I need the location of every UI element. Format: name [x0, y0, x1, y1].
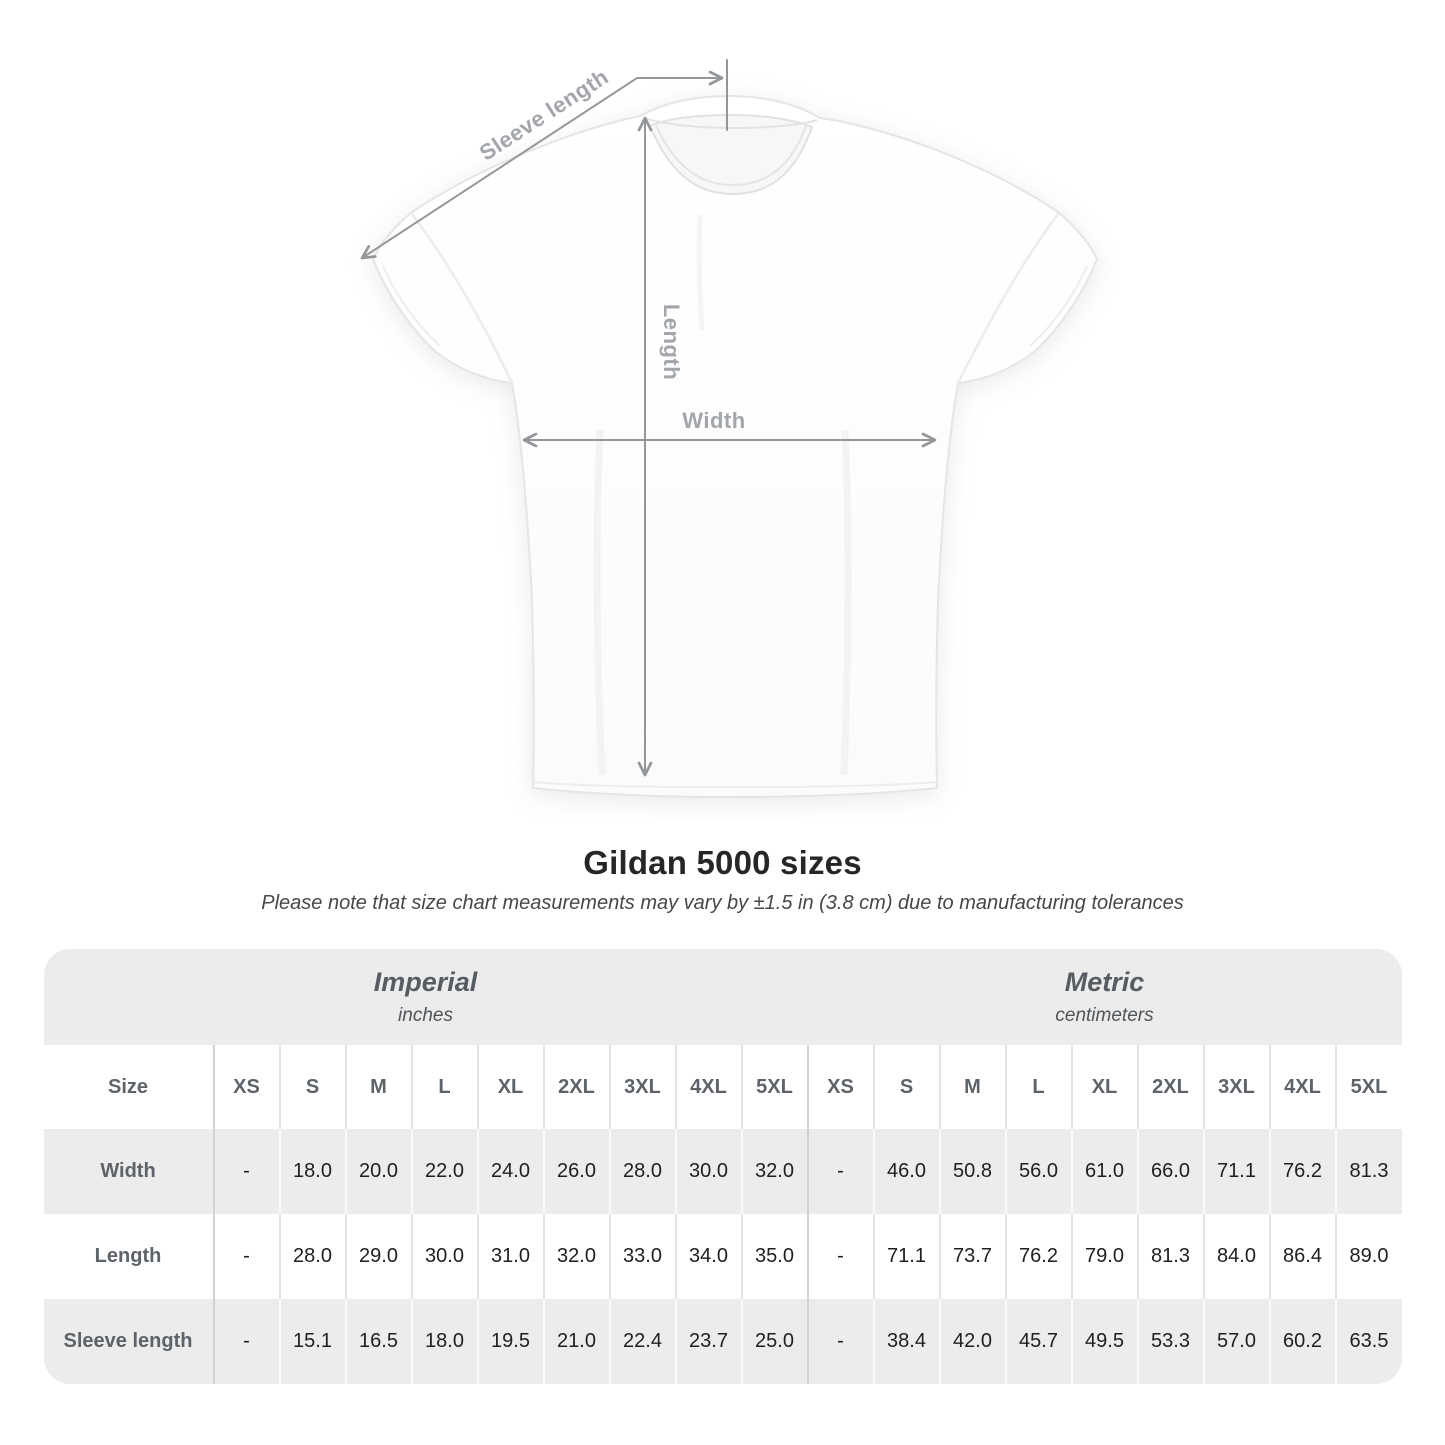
cell-metric-sleeve-length-xs: - — [806, 1299, 874, 1384]
size-col-imperial-5xl: 5XL — [740, 1045, 808, 1129]
row-sleeve-length: Sleeve length -15.1 16.5 18.0 19.5 21.0 22.4 23… — [43, 1299, 1402, 1384]
sleeve-length-arrow — [360, 70, 724, 260]
cell-imperial-width-xs: - — [212, 1129, 280, 1214]
cell-metric-width-xs: - — [806, 1129, 874, 1214]
size-col-imperial-m: M — [344, 1045, 412, 1129]
cell-metric-sleeve-length-xl: 49.5 — [1070, 1299, 1138, 1384]
row-label: Width — [100, 1160, 156, 1182]
cell-metric-length-l: 76.2 — [1004, 1214, 1072, 1299]
cell-metric-width-4xl: 76.2 — [1268, 1129, 1336, 1214]
size-col-imperial-3xl: 3XL — [608, 1045, 676, 1129]
cell-imperial-length-xs: - — [212, 1214, 280, 1299]
cell-imperial-sleeve-length-s: 15.1 — [278, 1299, 346, 1384]
cell-imperial-width-m: 20.0 — [344, 1129, 412, 1214]
size-col-metric-3xl: 3XL — [1202, 1045, 1270, 1129]
size-col-imperial-2xl: 2XL — [542, 1045, 610, 1129]
page-title: Gildan 5000 sizes — [583, 844, 862, 881]
cell-metric-width-m: 50.8 — [938, 1129, 1006, 1214]
cell-metric-sleeve-length-4xl: 60.2 — [1268, 1299, 1336, 1384]
cell-metric-sleeve-length-l: 45.7 — [1004, 1299, 1072, 1384]
cell-metric-width-3xl: 71.1 — [1202, 1129, 1270, 1214]
cell-metric-length-5xl: 89.0 — [1334, 1214, 1402, 1299]
cell-metric-length-xs: - — [806, 1214, 874, 1299]
length-label: Length — [659, 304, 684, 380]
cell-metric-sleeve-length-3xl: 57.0 — [1202, 1299, 1270, 1384]
cell-metric-sleeve-length-2xl: 53.3 — [1136, 1299, 1204, 1384]
cell-metric-width-xl: 61.0 — [1070, 1129, 1138, 1214]
size-col-metric-5xl: 5XL — [1334, 1045, 1402, 1129]
size-col-imperial-l: L — [410, 1045, 478, 1129]
band-imperial-unit: inches — [398, 1005, 453, 1026]
cell-imperial-width-3xl: 28.0 — [608, 1129, 676, 1214]
cell-imperial-width-s: 18.0 — [278, 1129, 346, 1214]
size-col-imperial-xl: XL — [476, 1045, 544, 1129]
cell-metric-sleeve-length-m: 42.0 — [938, 1299, 1006, 1384]
cell-imperial-length-5xl: 35.0 — [740, 1214, 808, 1299]
cell-imperial-sleeve-length-m: 16.5 — [344, 1299, 412, 1384]
cell-imperial-sleeve-length-5xl: 25.0 — [740, 1299, 808, 1384]
cell-metric-length-4xl: 86.4 — [1268, 1214, 1336, 1299]
cell-imperial-sleeve-length-3xl: 22.4 — [608, 1299, 676, 1384]
cell-imperial-sleeve-length-l: 18.0 — [410, 1299, 478, 1384]
size-chart-table: Imperial inches Metric centimeters Size … — [43, 949, 1402, 1384]
width-label: Width — [682, 408, 745, 433]
size-col-metric-4xl: 4XL — [1268, 1045, 1336, 1129]
cell-imperial-length-l: 30.0 — [410, 1214, 478, 1299]
units-band-row: Imperial inches Metric centimeters — [43, 949, 1402, 1045]
cell-imperial-width-4xl: 30.0 — [674, 1129, 742, 1214]
cell-metric-length-s: 71.1 — [872, 1214, 940, 1299]
size-col-imperial-4xl: 4XL — [674, 1045, 742, 1129]
cell-imperial-length-3xl: 33.0 — [608, 1214, 676, 1299]
cell-imperial-width-5xl: 32.0 — [740, 1129, 808, 1214]
tshirt-graphic: Sleeve length Length Width — [360, 59, 1098, 798]
row-label: Sleeve length — [63, 1330, 193, 1352]
page-subtitle: Please note that size chart measurements… — [261, 892, 1184, 914]
tshirt-shape — [372, 95, 1098, 798]
cell-imperial-sleeve-length-4xl: 23.7 — [674, 1299, 742, 1384]
band-imperial: Imperial inches — [43, 949, 808, 1045]
cell-metric-width-5xl: 81.3 — [1334, 1129, 1402, 1214]
cell-metric-sleeve-length-5xl: 63.5 — [1334, 1299, 1402, 1384]
size-chart-card: Imperial inches Metric centimeters Size … — [43, 949, 1402, 1384]
band-metric: Metric centimeters — [807, 949, 1402, 1045]
cell-imperial-length-xl: 31.0 — [476, 1214, 544, 1299]
band-imperial-label: Imperial — [373, 967, 478, 997]
cell-imperial-sleeve-length-xs: - — [212, 1299, 280, 1384]
cell-metric-width-l: 56.0 — [1004, 1129, 1072, 1214]
row-label: Length — [94, 1245, 162, 1267]
size-col-metric-xs: XS — [806, 1045, 874, 1129]
chart-body: Width -18.0 20.0 22.0 24.0 26.0 28.0 30.0 32.0-4… — [43, 1129, 1402, 1384]
cell-imperial-width-2xl: 26.0 — [542, 1129, 610, 1214]
cell-imperial-width-xl: 24.0 — [476, 1129, 544, 1214]
cell-metric-length-xl: 79.0 — [1070, 1214, 1138, 1299]
cell-imperial-length-m: 29.0 — [344, 1214, 412, 1299]
cell-metric-sleeve-length-s: 38.4 — [872, 1299, 940, 1384]
size-col-metric-xl: XL — [1070, 1045, 1138, 1129]
cell-imperial-length-s: 28.0 — [278, 1214, 346, 1299]
size-col-metric-l: L — [1004, 1045, 1072, 1129]
cell-metric-width-s: 46.0 — [872, 1129, 940, 1214]
cell-metric-length-2xl: 81.3 — [1136, 1214, 1204, 1299]
row-length: Length -28.0 29.0 30.0 31.0 32.0 33.0 34.0 35.0-… — [43, 1214, 1402, 1299]
cell-imperial-length-2xl: 32.0 — [542, 1214, 610, 1299]
cell-metric-length-m: 73.7 — [938, 1214, 1006, 1299]
size-header-row: Size XS S M L XL 2XL 3XL 4XL 5XL XS S M L XL 2XL 3XL 4XL… — [43, 1045, 1402, 1129]
cell-imperial-length-4xl: 34.0 — [674, 1214, 742, 1299]
cell-imperial-sleeve-length-2xl: 21.0 — [542, 1299, 610, 1384]
size-col-imperial-xs: XS — [212, 1045, 280, 1129]
heading-block: Gildan 5000 sizes Please note that size … — [0, 844, 1445, 915]
size-col-imperial-s: S — [278, 1045, 346, 1129]
cell-imperial-sleeve-length-xl: 19.5 — [476, 1299, 544, 1384]
row-width: Width -18.0 20.0 22.0 24.0 26.0 28.0 30.0 32.0-4… — [43, 1129, 1402, 1214]
size-col-metric-s: S — [872, 1045, 940, 1129]
cell-metric-length-3xl: 84.0 — [1202, 1214, 1270, 1299]
band-metric-label: Metric — [1064, 967, 1145, 997]
cell-metric-width-2xl: 66.0 — [1136, 1129, 1204, 1214]
size-col-metric-2xl: 2XL — [1136, 1045, 1204, 1129]
band-metric-unit: centimeters — [1055, 1005, 1154, 1026]
tshirt-size-diagram: Sleeve length Length Width — [360, 59, 1098, 798]
cell-imperial-width-l: 22.0 — [410, 1129, 478, 1214]
size-header-label: Size — [107, 1075, 149, 1098]
size-col-metric-m: M — [938, 1045, 1006, 1129]
